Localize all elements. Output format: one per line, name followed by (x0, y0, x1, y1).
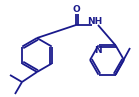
Text: O: O (72, 6, 80, 14)
Text: N: N (94, 46, 101, 55)
Text: NH: NH (87, 17, 103, 26)
